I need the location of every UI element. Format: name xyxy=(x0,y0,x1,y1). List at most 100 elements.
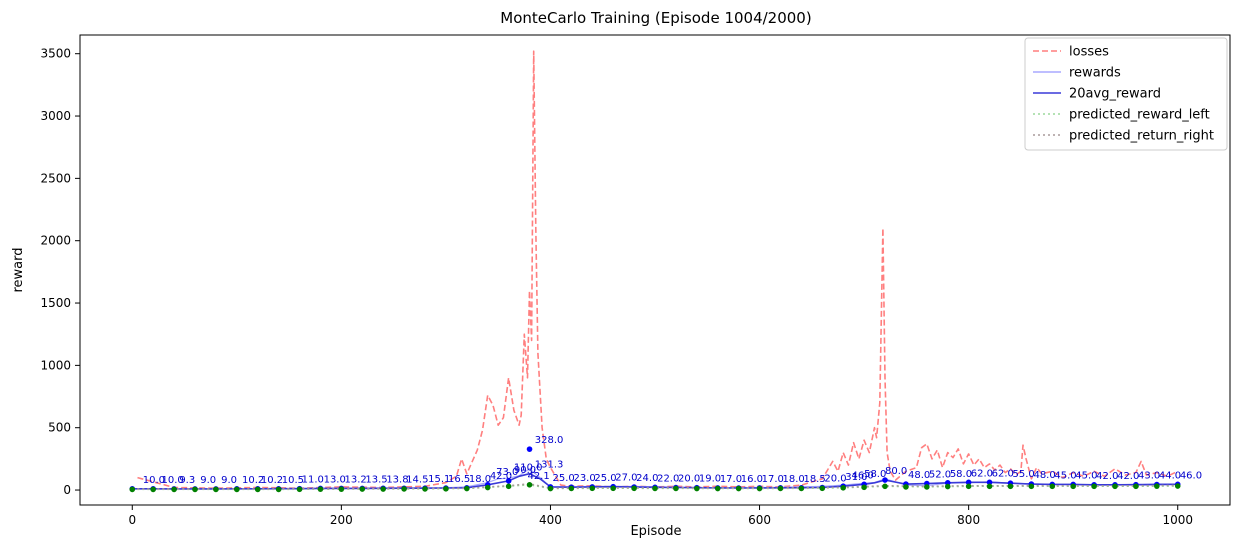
data-label: 16.0 xyxy=(741,474,763,485)
x-tick-label: 400 xyxy=(539,513,562,527)
data-label: 10.5 xyxy=(282,475,304,486)
predicted-reward-point xyxy=(986,483,993,490)
predicted-reward-point xyxy=(380,486,386,492)
data-label: 23.0 xyxy=(573,473,595,484)
series-line-20avg_reward xyxy=(132,472,1178,490)
avg-reward-point xyxy=(986,479,993,486)
data-label: 25.0 xyxy=(553,473,575,484)
predicted-reward-point xyxy=(714,485,721,492)
predicted-reward-point xyxy=(505,483,512,490)
y-tick-label: 2000 xyxy=(40,234,71,248)
predicted-reward-point xyxy=(694,485,700,492)
data-label: 43.0 xyxy=(1138,471,1160,482)
predicted-reward-point xyxy=(213,486,219,493)
predicted-reward-point xyxy=(777,485,784,492)
data-label: 46.0 xyxy=(852,470,874,481)
avg-reward-point xyxy=(965,479,972,486)
predicted-reward-point xyxy=(735,485,742,492)
predicted-reward-point xyxy=(484,484,491,491)
data-label: 45.0 xyxy=(1054,470,1076,481)
data-label: 62.0 xyxy=(971,468,993,479)
plot-frame xyxy=(79,34,1231,506)
predicted-reward-point xyxy=(924,484,930,490)
series-line-predicted_return_right xyxy=(132,483,1178,490)
data-label: 14.5 xyxy=(406,474,428,485)
y-tick-label: 500 xyxy=(48,421,71,435)
data-label: 46.0 xyxy=(1180,470,1202,481)
legend-label-losses: losses xyxy=(1069,45,1109,60)
series-line-losses xyxy=(137,50,1179,490)
data-label: 24.0 xyxy=(636,473,658,484)
data-label: 19.0 xyxy=(699,474,721,485)
predicted-reward-point xyxy=(150,486,156,493)
data-label: 9.3 xyxy=(179,475,195,486)
predicted-reward-point xyxy=(359,486,366,492)
data-label: 55.0 xyxy=(1013,469,1035,480)
legend-label-rewards: rewards xyxy=(1069,66,1121,81)
predicted-reward-point xyxy=(631,485,637,492)
y-axis-title: reward xyxy=(11,247,26,292)
y-tick-label: 3500 xyxy=(40,47,71,61)
predicted-reward-point xyxy=(234,486,240,493)
data-label: 20.0 xyxy=(678,474,700,485)
avg-reward-point xyxy=(526,446,533,452)
predicted-reward-point xyxy=(1091,483,1097,490)
predicted-reward-point xyxy=(464,485,470,492)
predicted-reward-point xyxy=(443,485,449,492)
data-label: 13.0 xyxy=(324,474,346,485)
predicted-reward-point xyxy=(171,486,177,493)
predicted-reward-point xyxy=(526,482,533,488)
data-label: 73.0 xyxy=(496,467,518,478)
avg-reward-point xyxy=(505,478,512,484)
data-label: 42.0 xyxy=(1117,471,1139,482)
data-label: 9.0 xyxy=(200,475,216,486)
x-axis: 0 200 400 600 800 1000 xyxy=(128,505,1193,527)
predicted-reward-point xyxy=(192,486,198,493)
data-label: 62.0 xyxy=(992,468,1014,479)
predicted-reward-point xyxy=(1174,483,1181,489)
data-label: 11.0 xyxy=(302,475,324,486)
data-label: 13.5 xyxy=(365,474,387,485)
data-label: 25.0 xyxy=(594,473,616,484)
y-tick-label: 0 xyxy=(63,483,71,497)
legend: losses rewards 20avg_reward predicted_rewar… xyxy=(1024,37,1228,151)
predicted-reward-point xyxy=(652,485,658,492)
predicted-reward-point xyxy=(1049,483,1056,490)
predicted-reward-point xyxy=(129,486,136,493)
data-label: 22.0 xyxy=(657,473,679,484)
data-label: 31.0 xyxy=(845,472,867,483)
predicted-reward-point xyxy=(317,486,324,492)
data-label: 131.3 xyxy=(535,460,564,471)
data-label: 10.2 xyxy=(261,475,283,486)
data-label: 42.0 xyxy=(490,471,512,482)
predicted-reward-point xyxy=(547,485,554,492)
data-label: 10.0 xyxy=(162,475,184,486)
y-axis: 0 500 1000 1500 2000 2500 3000 3500 xyxy=(40,47,80,497)
predicted-reward-point xyxy=(338,486,345,492)
predicted-reward-point xyxy=(882,483,888,490)
data-label: 44.0 xyxy=(1159,471,1181,482)
data-label: 45.0 xyxy=(1075,470,1097,481)
data-label: 48.0 xyxy=(908,470,930,481)
x-axis-title: Episode xyxy=(630,524,681,539)
data-label: 15.1 xyxy=(428,474,450,485)
predicted-reward-point xyxy=(589,485,596,492)
data-label: 42.1 xyxy=(527,471,549,482)
data-label: 27.0 xyxy=(615,473,637,484)
predicted-reward-point xyxy=(610,485,616,492)
predicted-reward-point xyxy=(819,485,826,492)
data-label: 9.0 xyxy=(221,475,237,486)
predicted-reward-point xyxy=(798,485,805,492)
predicted-reward-point xyxy=(1007,483,1014,490)
plot-content: 10.010.09.3 9.0 9.0 10.210.210.511.0 13.013.… xyxy=(129,50,1202,493)
x-tick-label: 200 xyxy=(330,513,353,527)
data-label: 18.0 xyxy=(469,474,491,485)
predicted-reward-point xyxy=(275,486,282,493)
data-label: 48.0 xyxy=(1033,470,1055,481)
data-label: 58.0 xyxy=(864,469,886,480)
data-label: 10.0 xyxy=(143,475,165,486)
data-label: 18.5 xyxy=(803,474,825,485)
predicted-reward-point xyxy=(840,484,846,491)
predicted-reward-point xyxy=(965,483,972,490)
